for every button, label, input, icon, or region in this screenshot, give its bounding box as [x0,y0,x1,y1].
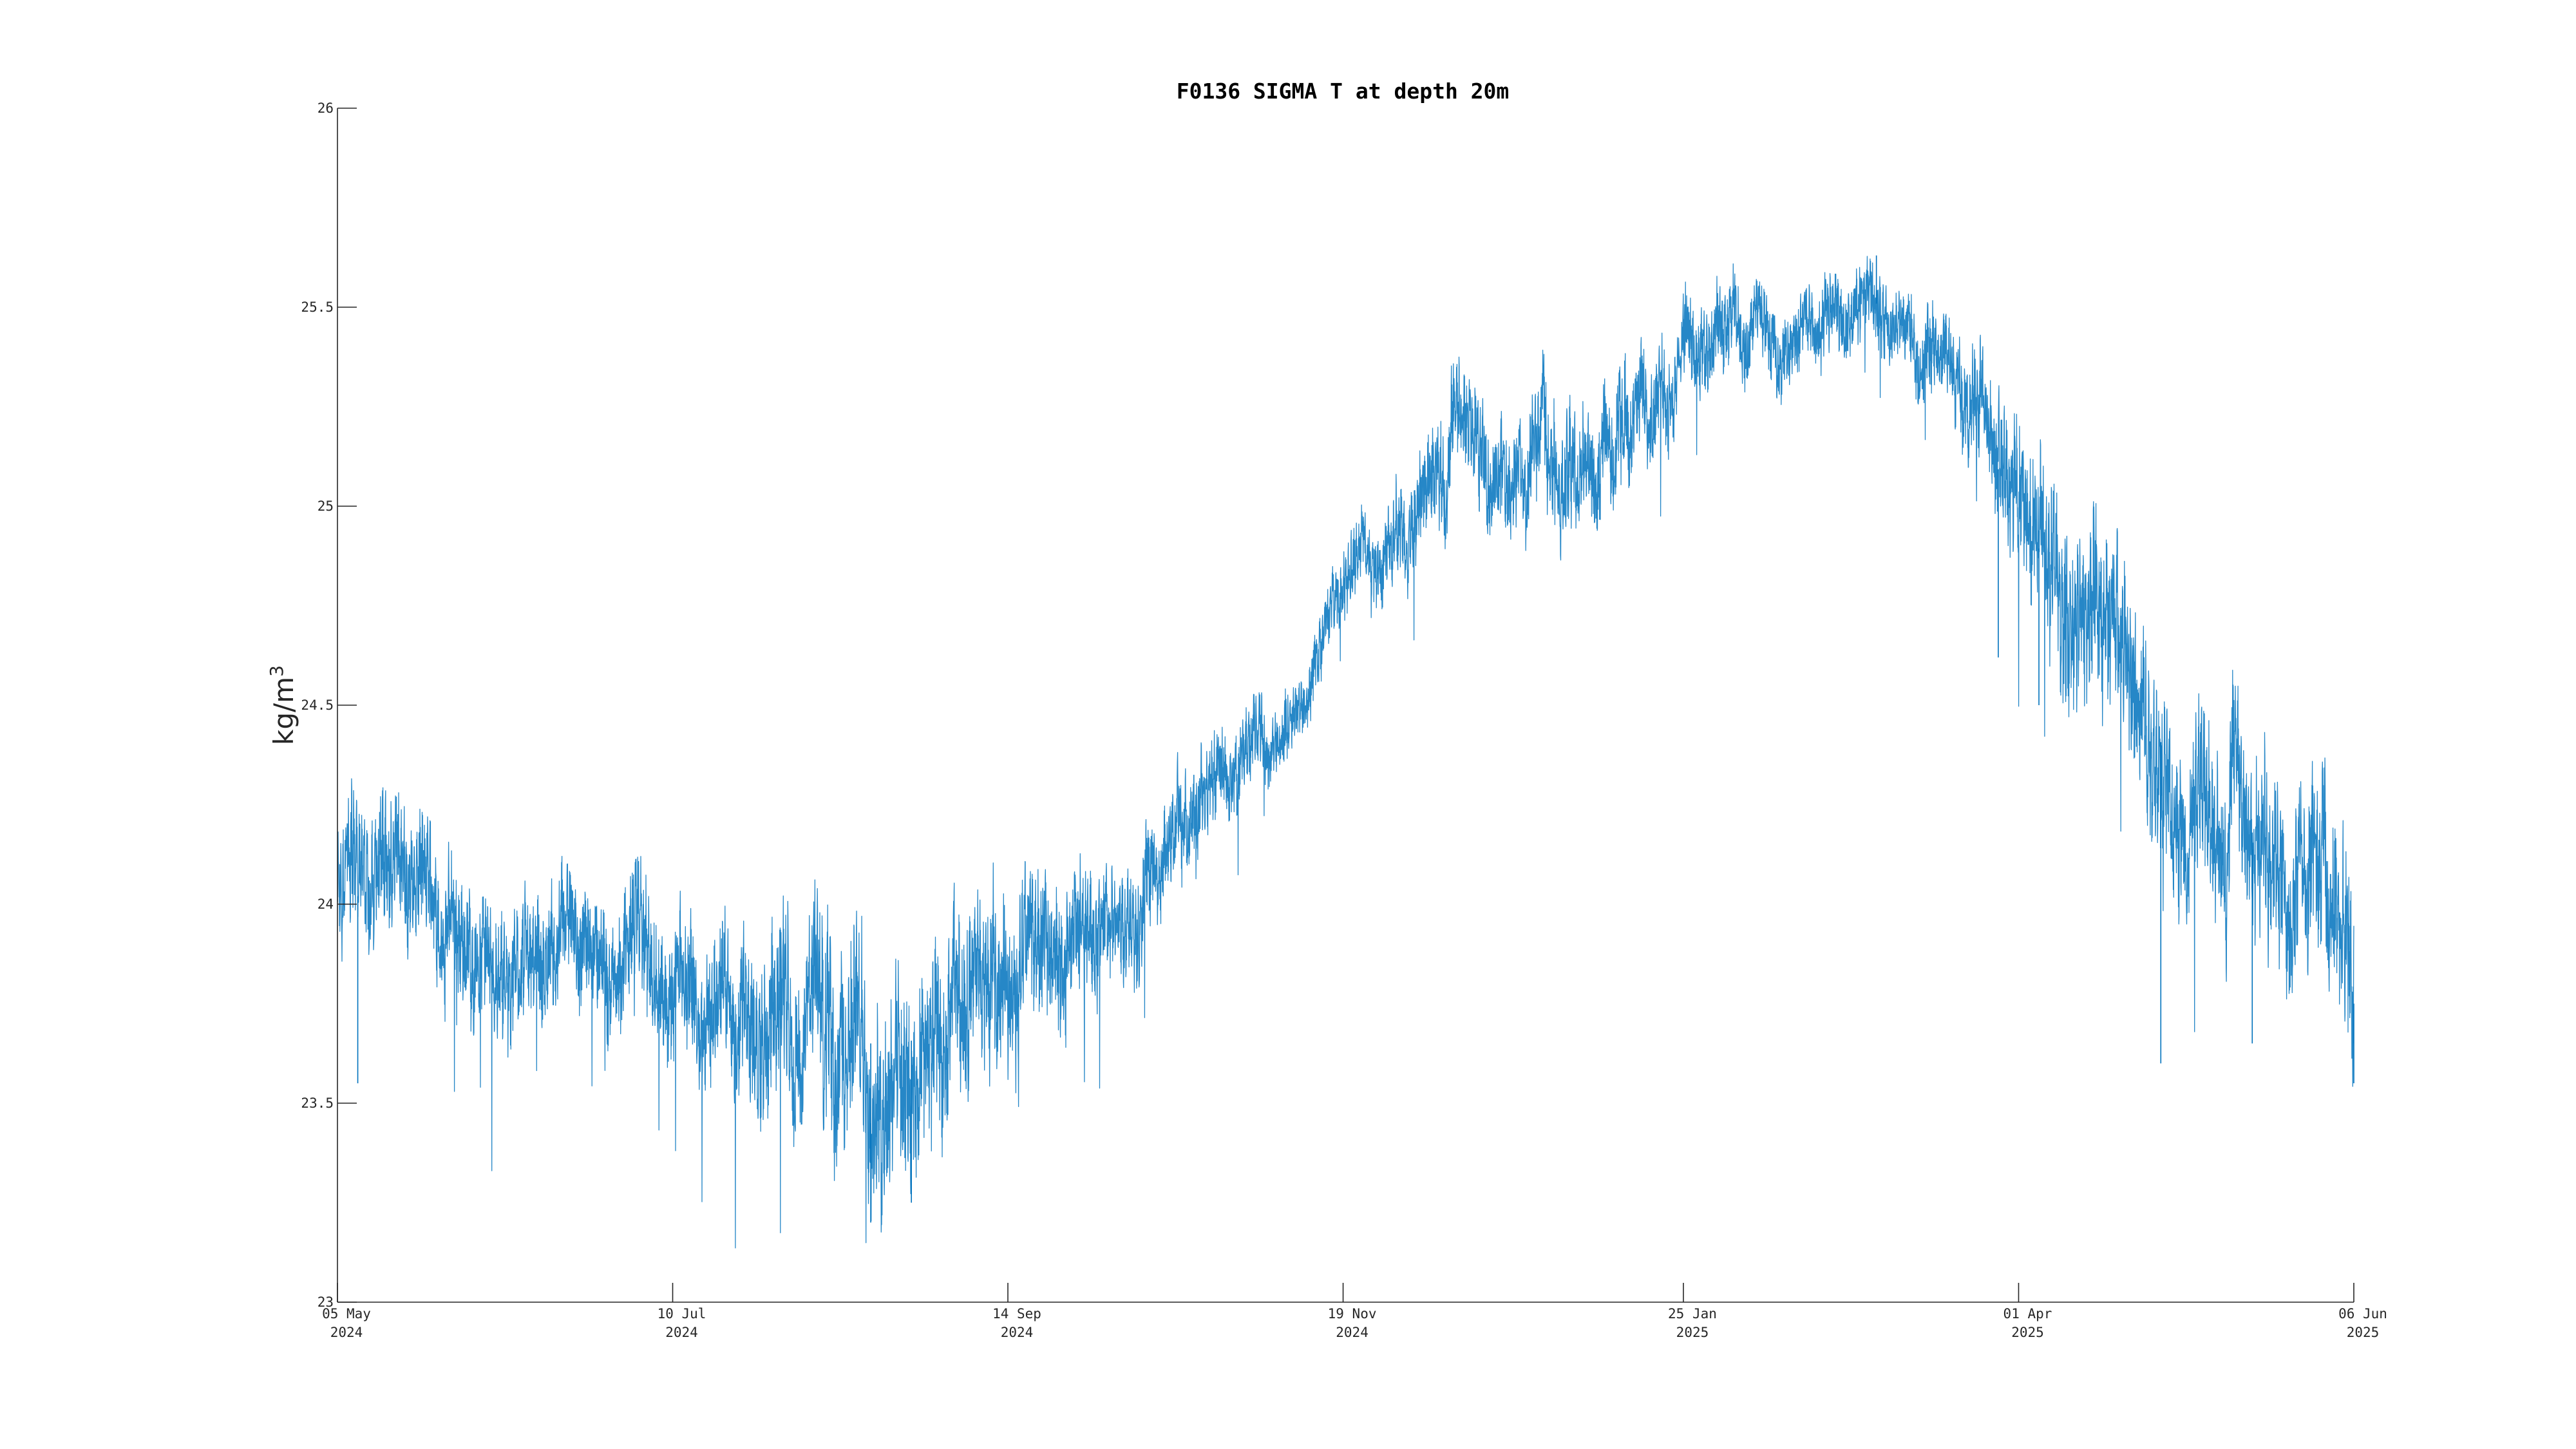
y-axis-label-unit: kg/m [268,677,299,745]
y-axis-ticks: 23 23.5 24 24.5 25 25.5 26 [301,100,357,1310]
x-tick-label: 19 Nov [1328,1306,1377,1321]
y-tick-label: 25 [317,498,334,514]
x-tick-label: 14 Sep [992,1306,1041,1321]
x-tick-label: 06 Jun [2338,1306,2387,1321]
x-tick-year: 2025 [2011,1325,2044,1340]
plot-area: 23 23.5 24 24.5 25 25.5 26 05 May 2024 10 Jul 202… [301,100,2387,1340]
y-tick-label: 23 [317,1294,334,1310]
x-tick-label: 01 Apr [2003,1306,2052,1321]
x-tick-year: 2025 [2347,1325,2380,1340]
series-line [337,256,2354,1249]
x-tick-label: 05 May [322,1306,371,1321]
y-axis-label: kg/m3 [266,665,299,745]
y-tick-label: 23.5 [301,1095,334,1111]
x-tick-year: 2024 [1001,1325,1034,1340]
y-axis-label-superscript: 3 [266,665,287,677]
y-tick-label: 24.5 [301,697,334,713]
y-tick-label: 24 [317,896,334,912]
x-tick-year: 2024 [330,1325,363,1340]
x-tick-label: 10 Jul [658,1306,706,1321]
chart-title: F0136 SIGMA T at depth 20m [1177,79,1510,104]
x-tick-year: 2025 [1676,1325,1709,1340]
y-tick-label: 26 [317,100,334,116]
x-tick-label: 25 Jan [1668,1306,1717,1321]
x-axis-ticks: 05 May 2024 10 Jul 2024 14 Sep 2024 19 Nov 2024… [322,1283,2387,1340]
x-tick-year: 2024 [665,1325,698,1340]
x-tick-year: 2024 [1336,1325,1368,1340]
series-layer [337,255,2354,1249]
y-tick-label: 25.5 [301,299,334,315]
